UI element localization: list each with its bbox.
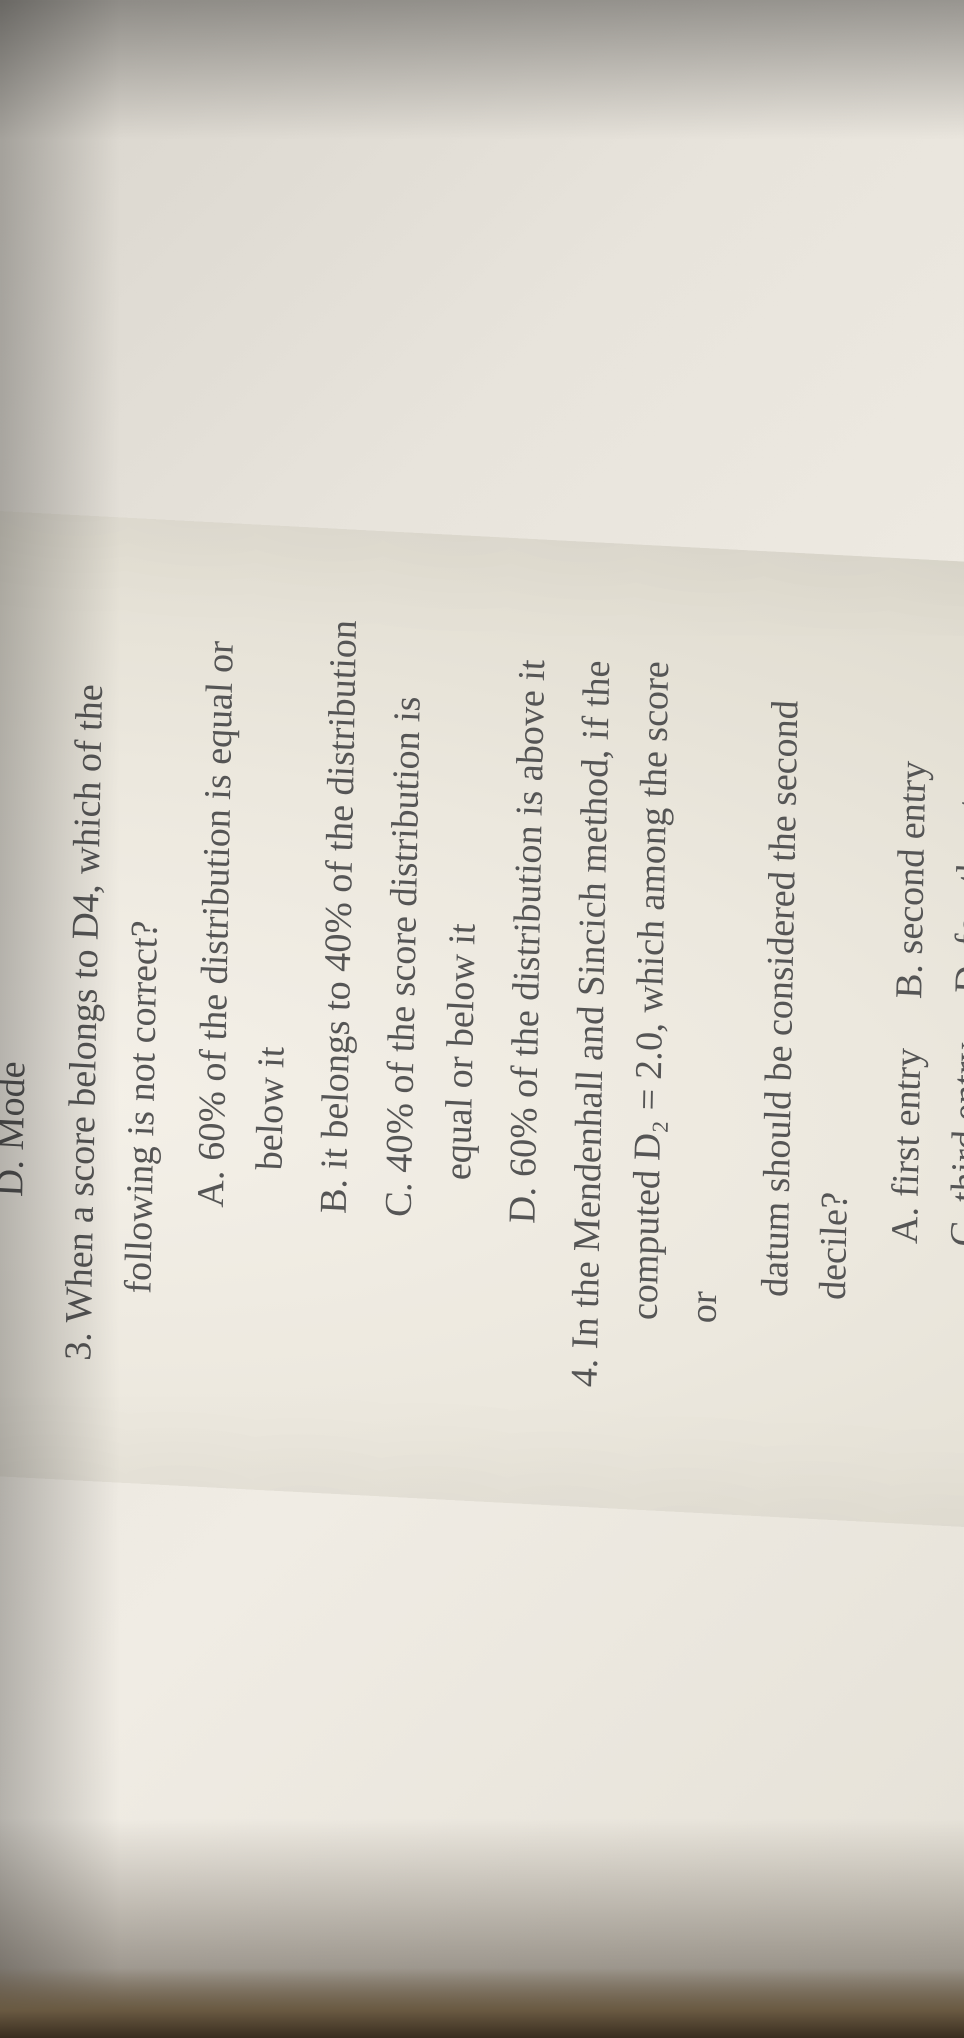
option-c: C. third entry — [943, 1042, 964, 1248]
vignette-top — [0, 0, 964, 140]
question-3-option-c: C. 40% of the score distribution is equa… — [367, 611, 498, 1382]
paper-surface: Assessment 1. Which of the following has… — [0, 483, 964, 1554]
question-4-options: A. first entry B. second entry C. third … — [873, 638, 964, 1409]
question-number: 3. — [57, 1331, 99, 1362]
option-a: A. first entry — [884, 1047, 929, 1245]
option-d: D. Mode — [0, 1060, 33, 1197]
option-d: D. fourth entry — [947, 765, 964, 994]
question-3-option-d: D. 60% of the distribution is above it — [491, 618, 563, 1385]
question-4-cont: datum should be considered the second de… — [744, 631, 875, 1402]
question-2-options: A. Mark B. Mean C. Median D. Mode — [0, 588, 50, 1359]
vignette-bottom — [0, 1818, 964, 2038]
option-b: B. second entry — [889, 760, 935, 1000]
table-edge — [0, 1968, 964, 2038]
question-stem: In the Mendenhall and Sincich method, if… — [564, 659, 725, 1350]
worksheet-sheet: Assessment 1. Which of the following has… — [0, 483, 964, 1556]
question-3-option-a: A. 60% of the distribution is equal or b… — [179, 601, 310, 1372]
question-number: 4. — [563, 1357, 605, 1388]
question-3: 3. When a score belongs to D4, which of … — [49, 594, 180, 1365]
question-stem: When a score belongs to D4, which of the… — [58, 683, 166, 1324]
question-4: 4. In the Mendenhall and Sincich method,… — [555, 621, 745, 1395]
question-3-option-b: B. it belongs to 40% of the distribution — [302, 608, 374, 1375]
